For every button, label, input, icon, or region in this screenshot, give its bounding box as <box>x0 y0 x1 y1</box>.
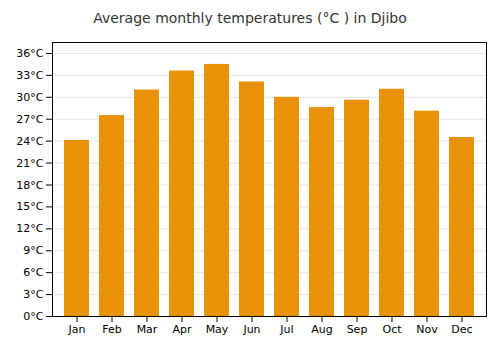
svg-text:May: May <box>206 323 229 336</box>
html-text:Average monthly temperatures (: Average monthly temperatures (°C ) in Dj… <box>93 10 407 26</box>
svg-text:Jan: Jan <box>68 323 86 336</box>
svg-text:0°C: 0°C <box>23 310 43 323</box>
svg-text:6°C: 6°C <box>23 266 43 279</box>
svg-text:36°C: 36°C <box>16 47 43 60</box>
svg-text:Aug: Aug <box>311 323 332 336</box>
svg-text:Feb: Feb <box>102 323 121 336</box>
svg-text:Sep: Sep <box>347 323 368 336</box>
svg-text:12°C: 12°C <box>16 222 43 235</box>
svg-text:9°C: 9°C <box>23 244 43 257</box>
svg-text:Jun: Jun <box>242 323 260 336</box>
svg-text:Dec: Dec <box>451 323 472 336</box>
svg-text:30°C: 30°C <box>16 91 43 104</box>
svg-text:Nov: Nov <box>416 323 438 336</box>
svg-text:Mar: Mar <box>137 323 158 336</box>
svg-text:15°C: 15°C <box>16 200 43 213</box>
svg-text:3°C: 3°C <box>23 288 43 301</box>
svg-text:Jul: Jul <box>279 323 293 336</box>
svg-text:33°C: 33°C <box>16 69 43 82</box>
svg-text:27°C: 27°C <box>16 113 43 126</box>
svg-text:24°C: 24°C <box>16 135 43 148</box>
svg-text:Apr: Apr <box>172 323 192 336</box>
svg-text:21°C: 21°C <box>16 157 43 170</box>
svg-text:18°C: 18°C <box>16 179 43 192</box>
svg-text:Oct: Oct <box>382 323 402 336</box>
